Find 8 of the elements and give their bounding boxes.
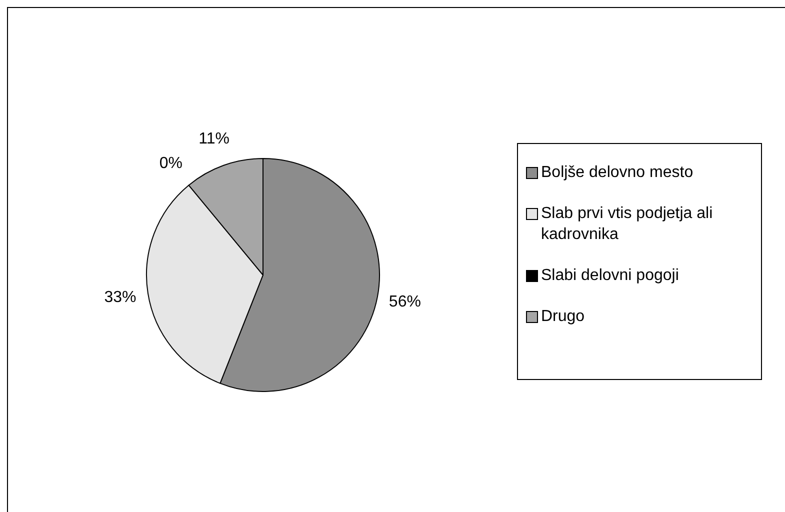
legend-label: Boljše delovno mesto bbox=[541, 163, 694, 183]
legend-label: Slabi delovni pogoji bbox=[541, 266, 679, 286]
legend-label: Drugo bbox=[541, 307, 585, 327]
data-label: 56% bbox=[388, 293, 421, 310]
data-label: 33% bbox=[104, 289, 136, 306]
text: 0% bbox=[159, 155, 182, 172]
legend-label: Slab prvi vtis podjetja ali kadrovnika bbox=[541, 204, 714, 245]
data-label: 11% bbox=[198, 130, 230, 148]
